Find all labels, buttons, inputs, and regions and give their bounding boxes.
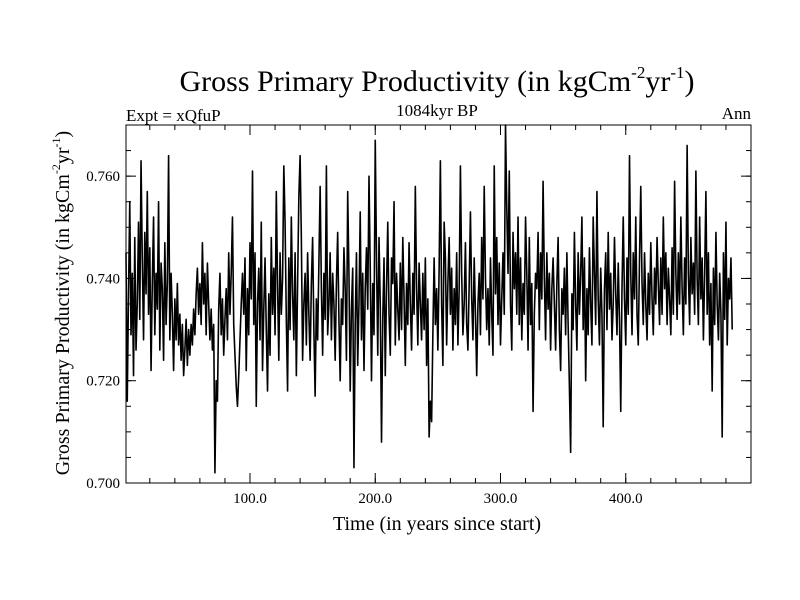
y-label-sup1: -2	[49, 164, 63, 174]
axis-tick-labels: 100.0 200.0 300.0 400.0 0.700 0.720 0.740 0.760	[86, 169, 642, 507]
y-label-main: Gross Primary Productivity (in kgCm	[52, 174, 74, 476]
series-group	[125, 124, 734, 474]
y-label-sup2: -1	[49, 137, 63, 147]
plot-frame	[125, 124, 752, 484]
experiment-label: Expt = xQfuP	[126, 106, 221, 125]
y-tick-label: 0.720	[86, 374, 120, 390]
season-label: Ann	[722, 104, 752, 123]
x-tick-label: 100.0	[233, 491, 267, 507]
chart-title-sup1: -2	[631, 63, 645, 82]
x-tick-label: 300.0	[484, 491, 518, 507]
chart-title: Gross Primary Productivity (in kgCm-2yr-…	[180, 63, 695, 98]
x-tick-label: 400.0	[609, 491, 643, 507]
chart-subtitle: 1084kyr BP	[396, 101, 478, 120]
y-tick-label: 0.760	[86, 169, 120, 185]
x-axis-label: Time (in years since start)	[333, 513, 541, 535]
y-axis-label: Gross Primary Productivity (in kgCm-2yr-…	[49, 131, 74, 475]
chart-title-main: Gross Primary Productivity (in kgCm	[180, 65, 632, 98]
series-line-gpp	[125, 124, 734, 474]
x-tick-label: 200.0	[358, 491, 392, 507]
chart-title-sup2: -1	[670, 63, 684, 82]
chart-title-mid: yr	[645, 65, 670, 98]
y-tick-label: 0.740	[86, 271, 120, 287]
y-label-end: )	[52, 131, 74, 138]
y-tick-label: 0.700	[86, 476, 120, 492]
y-label-mid: yr	[52, 147, 74, 164]
chart-title-end: )	[685, 65, 695, 98]
